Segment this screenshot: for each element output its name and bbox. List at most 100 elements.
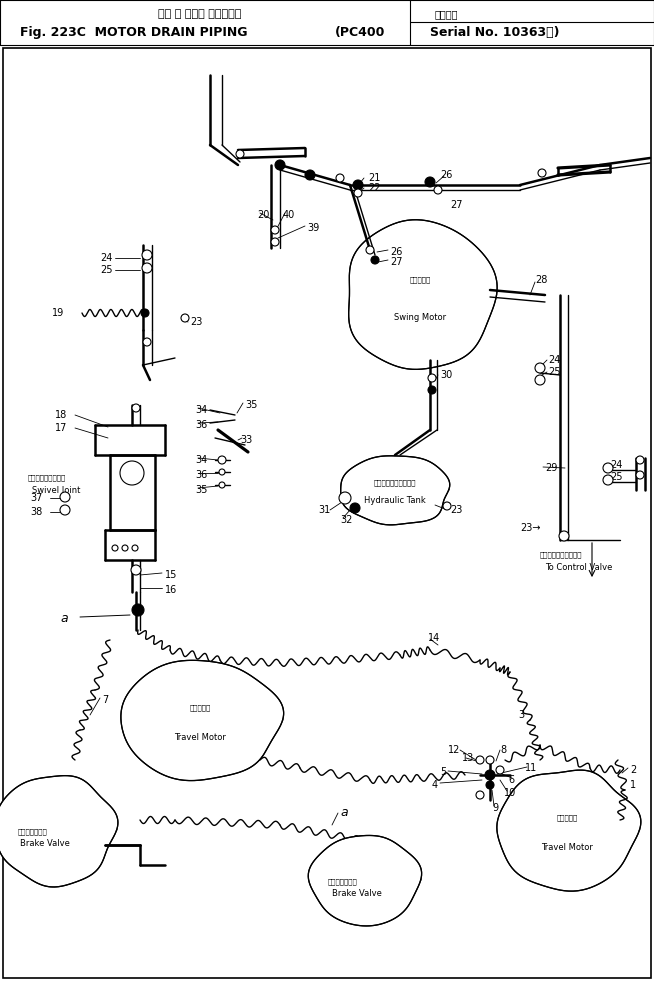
Text: スイベルジョイント: スイベルジョイント [28,474,66,481]
Text: 25: 25 [548,367,560,377]
Circle shape [434,186,442,194]
Text: 21: 21 [368,173,381,183]
Text: 24: 24 [548,355,560,365]
Circle shape [271,238,279,246]
Text: 走行モータ: 走行モータ [190,705,211,711]
Circle shape [496,766,504,774]
Text: Travel Motor: Travel Motor [174,734,226,742]
Text: 1: 1 [630,780,636,790]
Text: a: a [340,805,348,819]
Circle shape [336,174,344,182]
Text: モー タ ドレン パイビング: モー タ ドレン パイビング [158,9,242,19]
Text: 25: 25 [610,472,623,482]
Text: Swivel Joint: Swivel Joint [32,485,80,495]
Text: 7: 7 [102,695,109,705]
Polygon shape [121,660,284,781]
Circle shape [112,545,118,551]
Circle shape [636,456,644,464]
Text: a: a [60,612,67,625]
Circle shape [218,456,226,464]
Circle shape [60,505,70,515]
Text: ブレーキバルブ: ブレーキバルブ [328,879,358,886]
Text: 31: 31 [318,505,330,515]
Circle shape [142,263,152,273]
Text: 28: 28 [535,275,547,285]
Circle shape [350,503,360,513]
Text: To Control Valve: To Control Valve [545,563,612,572]
Circle shape [371,256,379,264]
Text: (PC400: (PC400 [335,26,385,38]
Circle shape [603,463,613,473]
Circle shape [476,791,484,799]
Text: 17: 17 [55,423,67,433]
Text: 11: 11 [525,763,537,773]
Text: 35: 35 [245,400,258,410]
Circle shape [305,170,315,180]
Circle shape [141,309,149,317]
Text: Swing Motor: Swing Motor [394,313,446,322]
Text: 13: 13 [462,753,474,763]
Text: 10: 10 [504,788,516,798]
Polygon shape [349,220,497,369]
Circle shape [428,374,436,382]
Circle shape [486,756,494,764]
Text: 26: 26 [440,170,453,180]
Circle shape [120,461,144,485]
Circle shape [425,177,435,187]
Circle shape [132,604,144,616]
Circle shape [275,160,285,170]
Circle shape [476,756,484,764]
Text: 適用号機: 適用号機 [435,9,458,19]
Polygon shape [497,770,641,891]
Text: 33: 33 [240,435,252,445]
Text: コントロールバルブへ: コントロールバルブへ [540,552,583,559]
Circle shape [132,545,138,551]
Text: 24: 24 [610,460,623,470]
Text: 23: 23 [190,317,202,327]
Text: 2: 2 [630,765,636,775]
Text: 5: 5 [440,767,446,777]
Text: 23→: 23→ [520,523,540,533]
Circle shape [132,404,140,412]
Polygon shape [0,776,118,887]
Circle shape [60,492,70,502]
Text: Serial No. 10363～): Serial No. 10363～) [430,26,560,38]
Text: 4: 4 [432,780,438,790]
Polygon shape [308,836,422,926]
Text: 37: 37 [30,493,43,503]
Text: 34: 34 [195,405,207,415]
Circle shape [535,363,545,373]
Text: 39: 39 [307,223,319,233]
Circle shape [428,386,436,394]
Text: 走行モータ: 走行モータ [557,815,577,821]
Text: 8: 8 [500,745,506,755]
Text: 23: 23 [450,505,462,515]
Circle shape [219,469,225,475]
Text: 34: 34 [195,455,207,465]
Circle shape [354,189,362,197]
Text: 36: 36 [195,470,207,480]
Text: 27: 27 [390,257,402,267]
Text: Brake Valve: Brake Valve [332,889,382,898]
Circle shape [143,338,151,346]
Circle shape [636,471,644,479]
Circle shape [366,246,374,254]
Circle shape [485,770,495,780]
Text: 16: 16 [165,585,177,595]
Text: 18: 18 [55,410,67,420]
Polygon shape [341,456,450,524]
Circle shape [538,169,546,177]
Text: Fig. 223C  MOTOR DRAIN PIPING: Fig. 223C MOTOR DRAIN PIPING [20,26,247,38]
Circle shape [559,531,569,541]
Text: ハイドロリックタンク: ハイドロリックタンク [373,479,416,486]
Text: 40: 40 [283,210,295,220]
Text: 20: 20 [257,210,269,220]
Text: 35: 35 [195,485,207,495]
Text: 29: 29 [545,463,557,473]
Text: 3: 3 [518,710,524,720]
Circle shape [219,482,225,488]
Text: 38: 38 [30,507,43,517]
Text: ブレーキバルブ: ブレーキバルブ [18,829,48,836]
Circle shape [181,314,189,322]
Text: 9: 9 [492,803,498,813]
